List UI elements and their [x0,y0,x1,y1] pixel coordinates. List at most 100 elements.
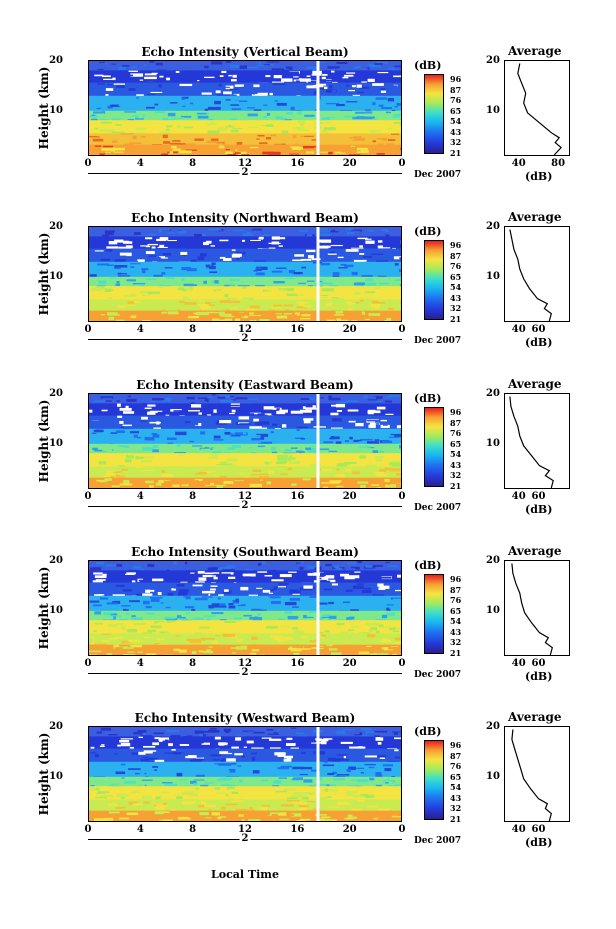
heatmap-cell [180,64,186,68]
heatmap-cell [278,618,286,620]
heatmap-cell [91,432,97,434]
heatmap-cell [197,755,201,758]
heatmap-cell [165,633,173,637]
heatmap-cell [364,396,377,400]
heatmap-cell [197,804,209,808]
heatmap-cell [273,732,278,734]
average-x-tick: 40 [511,158,526,169]
heatmap-cell [119,119,128,121]
beam-panel: Echo Intensity (Northward Beam) Height (k… [0,210,616,378]
heatmap-cell [230,464,237,468]
heatmap-cell [158,230,162,233]
heatmap-cell [252,770,260,774]
heatmap-cell [92,447,98,451]
heatmap-cell [157,444,161,448]
heatmap-cell [289,460,300,465]
heatmap-cell [391,137,397,140]
y-tick-label: 10 [49,270,63,282]
heatmap-cell [278,792,286,795]
heatmap-band [89,466,401,479]
heatmap-cell [241,86,248,90]
heatmap-cell [261,413,272,416]
heatmap-cell [261,804,271,807]
heatmap-cell [254,778,261,782]
heatmap-cell [99,630,112,632]
heatmap-cell [126,257,130,260]
heatmap-cell [113,774,122,777]
heatmap-cell [386,753,399,756]
heatmap-cell [181,616,186,620]
heatmap-cell [321,245,331,248]
heatmap-cell [212,474,218,477]
heatmap-cell [106,264,114,266]
heatmap-cell [379,267,385,270]
heatmap-cell [276,461,286,465]
heatmap-cell [190,404,202,408]
heatmap-band [89,110,401,121]
heatmap-cell [204,572,214,575]
heatmap-cell [130,431,139,434]
heatmap-cell [334,428,345,430]
heatmap-cell [323,127,336,131]
colorbar-tick: 96 [450,240,462,250]
beam-panel: Echo Intensity (Westward Beam) Height (km… [0,710,616,878]
heatmap-cell [175,431,187,436]
heatmap-cell [114,265,128,268]
heatmap-cell [275,268,287,270]
heatmap-cell [394,756,401,759]
heatmap-cell [126,279,136,282]
heatmap-cell [374,63,383,65]
heatmap-cell [369,765,380,769]
heatmap-cell [366,441,380,444]
heatmap-cell [270,483,278,486]
heatmap-cell [126,812,139,816]
heatmap-cell [89,115,98,118]
heatmap-cell [353,450,363,452]
heatmap-cell [294,312,300,316]
heatmap-cell [181,97,185,100]
heatmap-cell [166,77,170,81]
heatmap-cell [229,279,240,281]
heatmap-cell [229,456,237,460]
heatmap-cell [102,573,107,576]
x-tick-label: 16 [290,158,305,169]
heatmap-cell [348,154,361,155]
heatmap-cell [171,396,183,400]
y-tick-label: 20 [49,555,63,567]
heatmap-cell [106,653,113,655]
heatmap-cell [350,130,356,132]
heatmap-cell [350,731,360,735]
heatmap-cell [149,485,154,488]
heatmap-cell [130,641,135,646]
heatmap-cell [186,469,199,473]
heatmap-cell [292,645,304,650]
heatmap-cell [380,90,387,93]
heatmap-cell [110,413,117,417]
heatmap-cell [203,241,209,246]
heatmap-cell [280,117,287,121]
heatmap-cell [91,641,96,645]
average-x-tick: 80 [551,158,566,169]
heatmap-cell [311,647,319,649]
heatmap-cell [361,275,373,279]
heatmap-cell [298,634,302,637]
heatmap-cell [92,405,106,407]
heatmap-cell [191,644,199,648]
colorbar-tick: 32 [450,470,462,480]
heatmap-cell [244,476,250,479]
heatmap-cell [94,575,107,579]
heatmap-cell [201,801,207,805]
x-tick-label: 16 [290,324,305,335]
heatmap-cell [91,114,96,116]
heatmap-cell [116,430,125,433]
heatmap-cell [129,74,134,77]
heatmap-cell [108,811,120,814]
heatmap-cell [311,291,315,294]
heatmap-cell [301,791,311,795]
heatmap-cell [384,233,389,235]
heatmap-cell [387,278,393,281]
average-svg [509,396,554,489]
heatmap-cell [127,628,138,633]
heatmap-cell [128,639,141,643]
average-svg [511,563,553,656]
